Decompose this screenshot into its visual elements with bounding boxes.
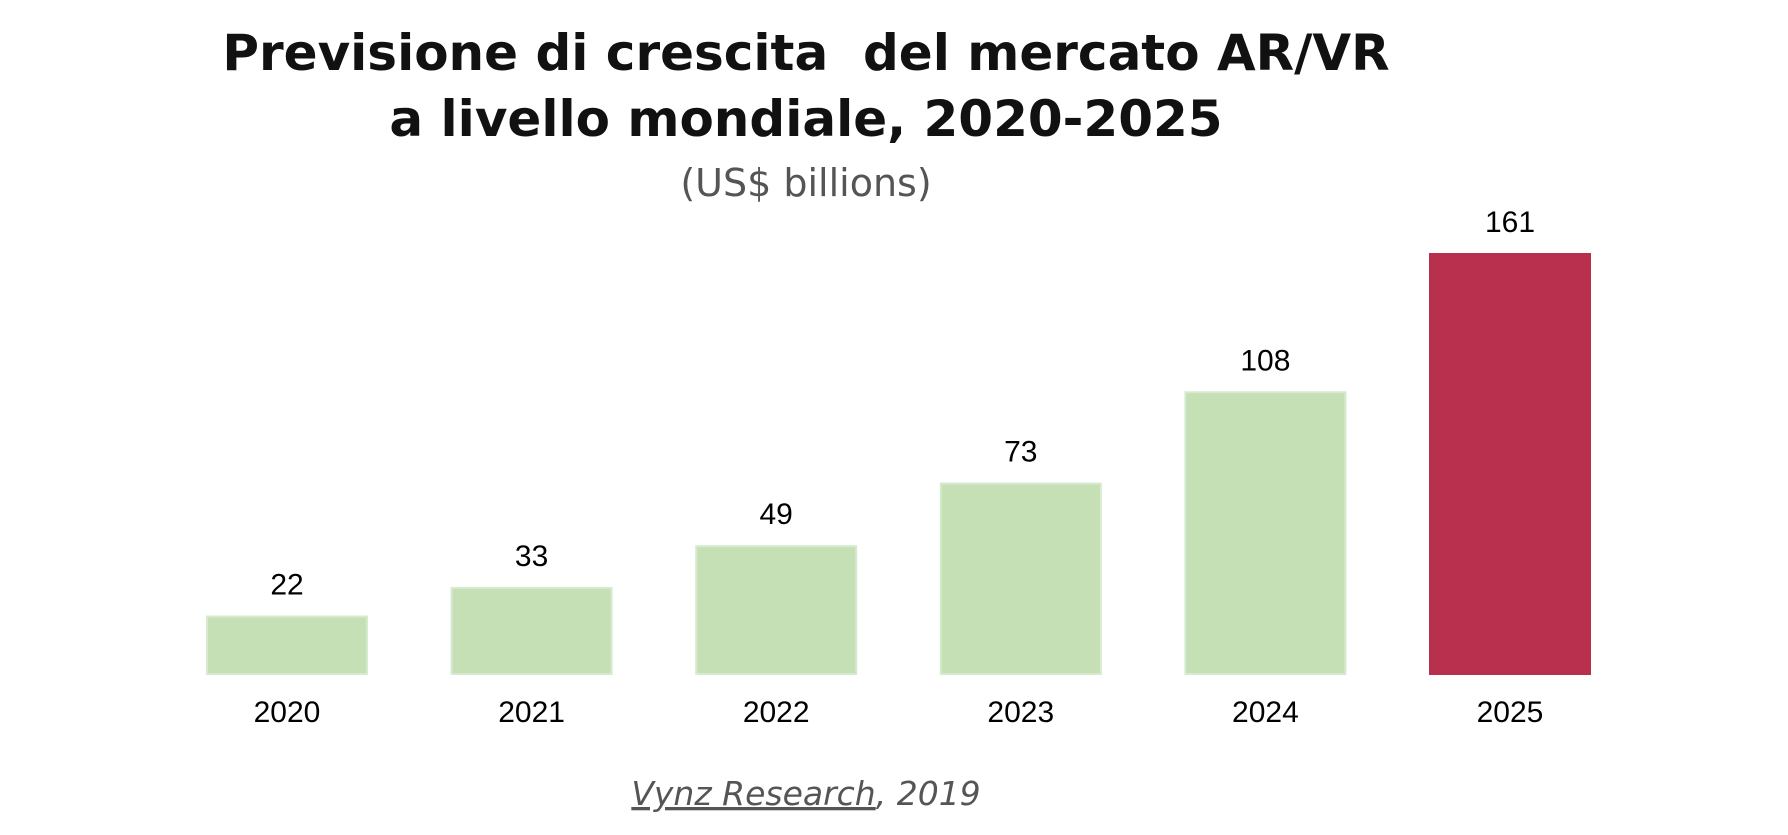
data-label: 108 (1240, 344, 1290, 377)
bar (450, 586, 613, 675)
chart-title: Previsione di crescita del mercato AR/VR (222, 24, 1389, 82)
data-label: 33 (515, 540, 548, 573)
bar (1184, 391, 1347, 675)
chart-subtitle: (US$ billions) (680, 161, 931, 205)
chart-title: a livello mondiale, 2020-2025 (389, 90, 1222, 148)
bar (939, 482, 1102, 675)
data-label: 49 (760, 498, 793, 531)
bar (695, 545, 858, 675)
x-tick-label: 2021 (498, 696, 565, 729)
bar (206, 615, 368, 676)
data-label: 22 (270, 569, 303, 602)
x-tick-label: 2024 (1232, 696, 1299, 729)
data-label: 161 (1485, 206, 1535, 239)
x-tick-label: 2023 (987, 696, 1054, 729)
data-label: 73 (1004, 436, 1037, 469)
x-tick-label: 2020 (254, 696, 321, 729)
x-tick-label: 2022 (743, 696, 810, 729)
source-name: Vynz Research (631, 774, 875, 813)
source-year: , 2019 (876, 774, 981, 813)
bar (1429, 253, 1591, 675)
x-tick-label: 2025 (1477, 696, 1544, 729)
source: Vynz Research, 2019 (631, 774, 980, 813)
